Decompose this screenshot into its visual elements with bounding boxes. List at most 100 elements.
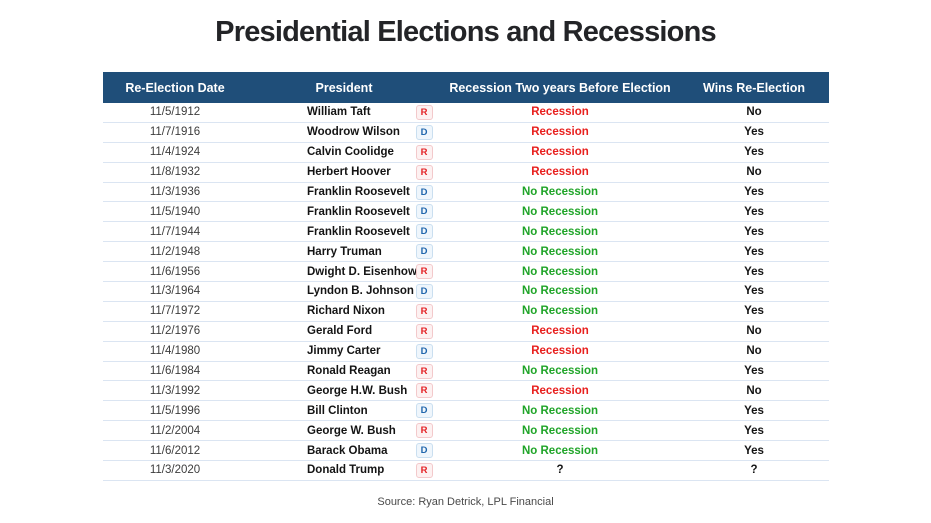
- table-row: 11/8/1932 Herbert Hoover R Recession No: [103, 162, 829, 183]
- cell-party: R: [407, 462, 441, 478]
- cell-party: D: [407, 224, 441, 240]
- cell-party: R: [407, 323, 441, 339]
- cell-reelection-date: 11/5/1940: [149, 205, 201, 218]
- cell-reelection-date: 11/2/1976: [149, 325, 201, 338]
- cell-recession-status: Recession: [531, 384, 589, 397]
- table-row: 11/2/2004 George W. Bush R No Recession …: [103, 421, 829, 442]
- cell-party: D: [407, 403, 441, 419]
- table-row: 11/5/1912 William Taft R Recession No: [103, 103, 829, 123]
- cell-party: D: [407, 283, 441, 299]
- cell-president-name: Dwight D. Eisenhower: [307, 265, 428, 278]
- cell-reelection-date: 11/7/1972: [149, 305, 201, 318]
- cell-wins-reelection: Yes: [744, 285, 764, 298]
- party-badge: D: [415, 224, 433, 240]
- cell-wins-reelection: Yes: [744, 404, 764, 417]
- cell-wins-reelection: Yes: [744, 126, 764, 139]
- cell-wins-reelection: No: [746, 325, 762, 338]
- cell-wins-reelection: Yes: [744, 245, 764, 258]
- table-row: 11/3/1964 Lyndon B. Johnson D No Recessi…: [103, 282, 829, 302]
- cell-reelection-date: 11/7/1944: [149, 225, 201, 238]
- cell-recession-status: Recession: [531, 146, 589, 159]
- table-row: 11/7/1916 Woodrow Wilson D Recession Yes: [103, 122, 829, 143]
- cell-wins-reelection: No: [746, 166, 762, 179]
- cell-party: D: [407, 204, 441, 220]
- cell-party: R: [407, 264, 441, 280]
- cell-wins-reelection: Yes: [744, 444, 764, 457]
- cell-recession-status: No Recession: [521, 424, 599, 437]
- table-header-row: Re-Election Date President Recession Two…: [103, 72, 829, 103]
- cell-reelection-date: 11/6/2012: [149, 444, 201, 457]
- cell-recession-status: No Recession: [521, 186, 599, 198]
- cell-recession-status: Recession: [531, 345, 589, 358]
- cell-recession-status: No Recession: [521, 265, 599, 278]
- cell-president-name: Bill Clinton: [307, 404, 368, 417]
- cell-reelection-date: 11/6/1956: [149, 265, 201, 278]
- cell-recession-status: No Recession: [521, 205, 599, 218]
- column-header-reelection-date: Re-Election Date: [125, 80, 225, 95]
- cell-recession-status: No Recession: [521, 444, 599, 457]
- cell-party: R: [407, 423, 441, 439]
- table-row: 11/3/2020 Donald Trump R ? ?: [103, 461, 829, 481]
- table-row: 11/7/1972 Richard Nixon R No Recession Y…: [103, 301, 829, 322]
- table-row: 11/6/1956 Dwight D. Eisenhower R No Rece…: [103, 262, 829, 283]
- party-badge: D: [415, 184, 433, 200]
- cell-wins-reelection: Yes: [744, 146, 764, 159]
- cell-reelection-date: 11/3/1992: [149, 384, 201, 397]
- party-badge: R: [415, 144, 433, 160]
- cell-recession-status: No Recession: [521, 404, 599, 417]
- party-badge: R: [415, 164, 433, 180]
- cell-wins-reelection: No: [746, 345, 762, 358]
- cell-wins-reelection: Yes: [744, 305, 764, 318]
- cell-reelection-date: 11/7/1916: [149, 126, 201, 139]
- cell-party: D: [407, 124, 441, 140]
- party-badge: D: [415, 204, 433, 220]
- cell-reelection-date: 11/4/1924: [149, 146, 201, 159]
- table-row: 11/6/1984 Ronald Reagan R No Recession Y…: [103, 361, 829, 382]
- party-badge: D: [415, 403, 433, 419]
- cell-recession-status: No Recession: [521, 225, 599, 238]
- column-header-recession-before: Recession Two years Before Election: [449, 80, 671, 95]
- cell-president-name: Franklin Roosevelt: [307, 186, 410, 198]
- party-badge: D: [415, 343, 433, 359]
- table-row: 11/3/1992 George H.W. Bush R Recession N…: [103, 381, 829, 402]
- cell-reelection-date: 11/4/1980: [149, 345, 201, 358]
- cell-president-name: Franklin Roosevelt: [307, 225, 410, 238]
- column-header-wins-reelection: Wins Re-Election: [703, 80, 805, 95]
- page-title: Presidential Elections and Recessions: [215, 16, 716, 48]
- cell-recession-status: No Recession: [521, 365, 599, 378]
- party-badge: R: [415, 423, 433, 439]
- cell-recession-status: No Recession: [521, 285, 599, 298]
- cell-president-name: Herbert Hoover: [307, 166, 391, 179]
- table-row: 11/2/1976 Gerald Ford R Recession No: [103, 321, 829, 342]
- party-badge: R: [415, 104, 433, 120]
- column-header-president: President: [315, 80, 373, 95]
- party-badge: D: [415, 283, 433, 299]
- cell-reelection-date: 11/2/2004: [149, 424, 201, 437]
- party-badge: R: [415, 363, 433, 379]
- cell-party: R: [407, 164, 441, 180]
- cell-wins-reelection: ?: [750, 464, 758, 477]
- cell-party: D: [407, 244, 441, 260]
- cell-president-name: Jimmy Carter: [307, 345, 381, 358]
- table-row: 11/2/1948 Harry Truman D No Recession Ye…: [103, 242, 829, 263]
- cell-reelection-date: 11/8/1932: [149, 166, 201, 179]
- party-badge: R: [415, 303, 433, 319]
- elections-table: Re-Election Date President Recession Two…: [103, 72, 829, 481]
- cell-party: R: [407, 104, 441, 120]
- cell-reelection-date: 11/5/1996: [149, 404, 201, 417]
- table-body: 11/5/1912 William Taft R Recession No 11…: [103, 103, 829, 481]
- cell-recession-status: Recession: [531, 166, 589, 179]
- cell-wins-reelection: Yes: [744, 205, 764, 218]
- party-badge: R: [415, 383, 433, 399]
- cell-president-name: Harry Truman: [307, 245, 382, 258]
- party-badge: D: [415, 124, 433, 140]
- cell-president-name: Ronald Reagan: [307, 365, 391, 378]
- cell-party: R: [407, 303, 441, 319]
- cell-reelection-date: 11/3/2020: [149, 464, 201, 477]
- table-row: 11/4/1924 Calvin Coolidge R Recession Ye…: [103, 142, 829, 163]
- cell-party: D: [407, 184, 441, 200]
- table-row: 11/6/2012 Barack Obama D No Recession Ye…: [103, 441, 829, 462]
- cell-wins-reelection: Yes: [744, 225, 764, 238]
- cell-president-name: Woodrow Wilson: [307, 126, 400, 139]
- cell-president-name: William Taft: [307, 106, 371, 119]
